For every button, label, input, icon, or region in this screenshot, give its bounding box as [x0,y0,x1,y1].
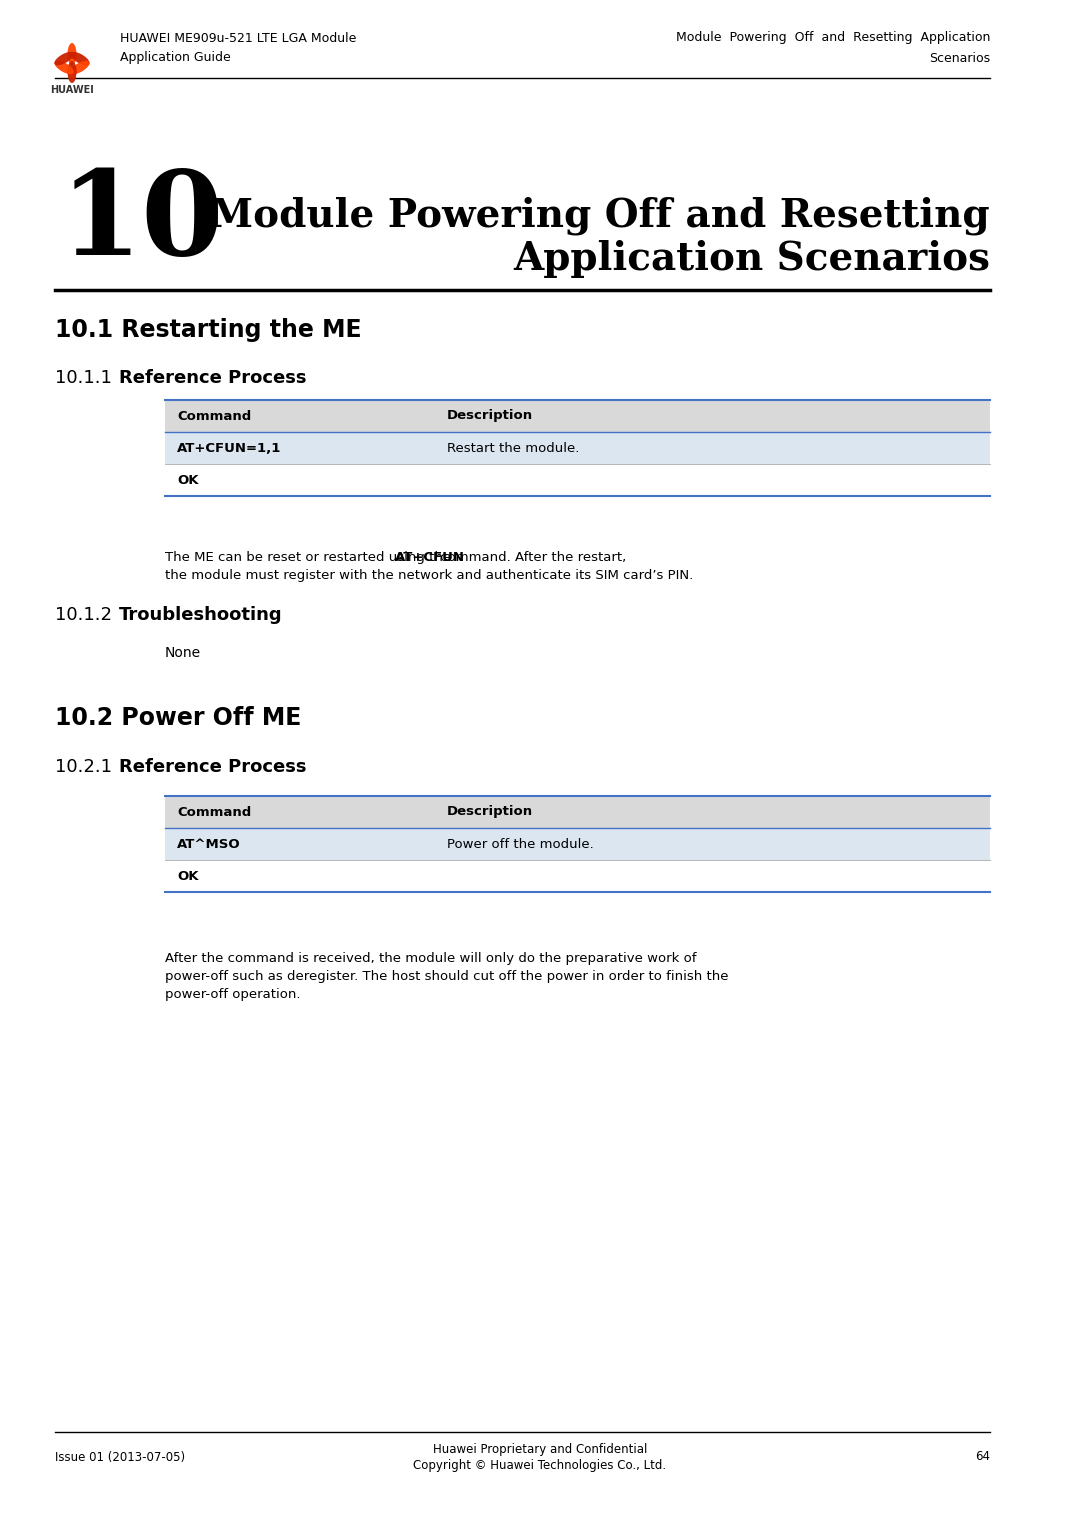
Text: Issue 01 (2013-07-05): Issue 01 (2013-07-05) [55,1451,185,1463]
Text: Application Scenarios: Application Scenarios [513,240,990,278]
Text: Reference Process: Reference Process [119,757,307,776]
Bar [165,432,990,464]
Text: Command: Command [177,806,252,818]
Text: None: None [165,646,201,660]
Text: 10.1.1: 10.1.1 [55,370,118,386]
Text: Command: Command [177,409,252,423]
Text: Troubleshooting: Troubleshooting [119,606,283,625]
Text: OK: OK [177,473,199,487]
Text: AT+CFUN=1,1: AT+CFUN=1,1 [177,441,282,455]
Text: 10.2.1: 10.2.1 [55,757,118,776]
Text: Restart the module.: Restart the module. [447,441,579,455]
Text: 10: 10 [60,165,225,279]
Text: Module  Powering  Off  and  Resetting  Application: Module Powering Off and Resetting Applic… [676,32,990,44]
Text: After the command is received, the module will only do the preparative work of: After the command is received, the modul… [165,951,697,965]
Text: The ME can be reset or restarted using the: The ME can be reset or restarted using t… [165,551,456,563]
Text: HUAWEI: HUAWEI [50,86,94,95]
Text: AT^MSO: AT^MSO [177,837,241,851]
Text: Huawei Proprietary and Confidential: Huawei Proprietary and Confidential [433,1443,647,1457]
Bar [165,400,990,432]
Text: power-off operation.: power-off operation. [165,988,300,1002]
Text: Scenarios: Scenarios [929,52,990,64]
Ellipse shape [54,52,75,66]
Ellipse shape [70,61,90,75]
Text: the module must register with the network and authenticate its SIM card’s PIN.: the module must register with the networ… [165,570,693,582]
Text: Module Powering Off and Resetting: Module Powering Off and Resetting [211,197,990,235]
Text: Description: Description [447,806,534,818]
Text: 64: 64 [975,1451,990,1463]
Text: Application Guide: Application Guide [120,52,231,64]
Text: Copyright © Huawei Technologies Co., Ltd.: Copyright © Huawei Technologies Co., Ltd… [414,1458,666,1472]
Text: 10.1.2: 10.1.2 [55,606,118,625]
Text: HUAWEI ME909u-521 LTE LGA Module: HUAWEI ME909u-521 LTE LGA Module [120,32,356,44]
Ellipse shape [54,61,75,75]
Bar [165,796,990,828]
Bar [165,828,990,860]
Ellipse shape [67,61,77,82]
Text: 10.2 Power Off ME: 10.2 Power Off ME [55,705,301,730]
Text: AT+CFUN: AT+CFUN [395,551,465,563]
Text: OK: OK [177,869,199,883]
Text: power-off such as deregister. The host should cut off the power in order to fini: power-off such as deregister. The host s… [165,970,729,983]
Text: 10.1 Restarting the ME: 10.1 Restarting the ME [55,318,362,342]
Text: Reference Process: Reference Process [119,370,307,386]
Bar [165,464,990,496]
Text: Description: Description [447,409,534,423]
Text: Power off the module.: Power off the module. [447,837,594,851]
Ellipse shape [70,52,90,66]
Text: command. After the restart,: command. After the restart, [435,551,626,563]
Ellipse shape [67,43,77,66]
Bar [165,860,990,892]
